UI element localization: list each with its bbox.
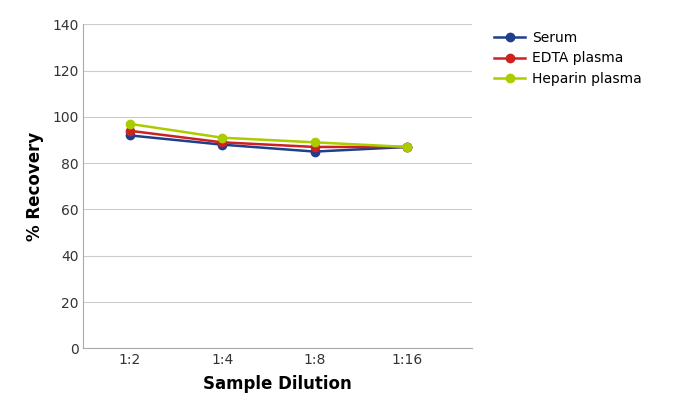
Serum (218, 142, 226, 147)
EDTA plasma (403, 145, 412, 149)
EDTA plasma (126, 128, 134, 133)
Serum (403, 145, 412, 149)
Heparin plasma (126, 122, 134, 126)
Legend: Serum, EDTA plasma, Heparin plasma: Serum, EDTA plasma, Heparin plasma (494, 31, 642, 86)
Heparin plasma (218, 135, 226, 140)
EDTA plasma (218, 140, 226, 145)
Heparin plasma (403, 145, 412, 149)
Line: Serum: Serum (126, 131, 412, 156)
X-axis label: Sample Dilution: Sample Dilution (203, 375, 352, 394)
Serum (126, 133, 134, 138)
Y-axis label: % Recovery: % Recovery (26, 132, 44, 241)
Line: Heparin plasma: Heparin plasma (126, 119, 412, 151)
Line: EDTA plasma: EDTA plasma (126, 127, 412, 151)
EDTA plasma (310, 145, 319, 149)
Heparin plasma (310, 140, 319, 145)
Serum (310, 149, 319, 154)
